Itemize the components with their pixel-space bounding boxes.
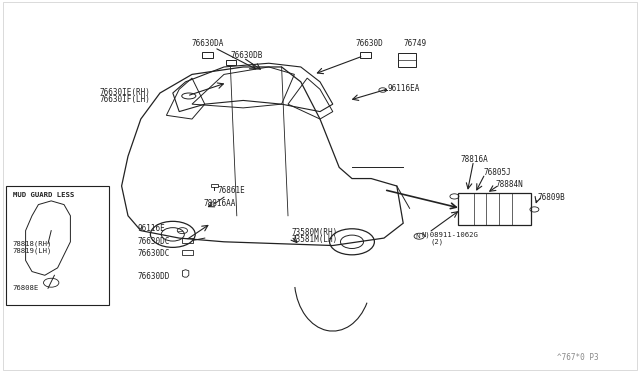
Bar: [211, 184, 218, 187]
Bar: [6, 186, 109, 305]
Bar: [182, 250, 193, 255]
Text: 76809B: 76809B: [538, 193, 565, 202]
Bar: [398, 53, 416, 67]
Text: 78819(LH): 78819(LH): [13, 248, 52, 254]
Text: 76805J: 76805J: [483, 169, 511, 177]
Bar: [360, 52, 371, 58]
Text: 78818(RH): 78818(RH): [13, 240, 52, 247]
Text: 76630D: 76630D: [355, 39, 383, 48]
Text: 96116EA: 96116EA: [387, 84, 420, 93]
Text: 76630IF(LH): 76630IF(LH): [99, 95, 150, 104]
Text: ^767*0 P3: ^767*0 P3: [557, 353, 598, 362]
Text: N)08911-1062G: N)08911-1062G: [421, 231, 478, 238]
Text: 78816AA: 78816AA: [204, 199, 236, 208]
Text: 76630DD: 76630DD: [138, 272, 170, 280]
Text: 76630DA: 76630DA: [192, 39, 225, 48]
Text: 76630DC: 76630DC: [138, 249, 170, 258]
Text: 76808E: 76808E: [13, 285, 39, 291]
Text: 76749: 76749: [403, 39, 426, 48]
Text: (2): (2): [430, 239, 444, 245]
Text: 78884N: 78884N: [496, 180, 524, 189]
Text: 73580M(RH): 73580M(RH): [291, 228, 337, 237]
Text: MUD GUARD LESS: MUD GUARD LESS: [13, 192, 74, 198]
Text: 76630DC: 76630DC: [138, 237, 170, 246]
Text: 78816A: 78816A: [461, 155, 488, 164]
Bar: [202, 52, 213, 58]
Text: 76630DB: 76630DB: [230, 51, 263, 60]
Bar: [458, 193, 531, 225]
Bar: [182, 238, 193, 243]
Bar: [226, 60, 236, 65]
Text: 96116E: 96116E: [138, 224, 165, 233]
Text: 73581M(LH): 73581M(LH): [291, 235, 337, 244]
Text: 76861E: 76861E: [218, 186, 245, 195]
Text: 76630IE(RH): 76630IE(RH): [99, 88, 150, 97]
Text: N: N: [415, 234, 420, 239]
